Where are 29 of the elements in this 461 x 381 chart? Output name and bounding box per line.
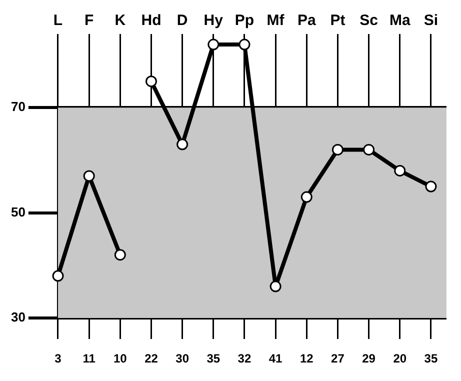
x-tick-label: F <box>84 12 94 30</box>
text: 32 <box>238 351 252 366</box>
text: 35 <box>424 351 438 366</box>
text: 20 <box>393 351 407 366</box>
text: 27 <box>331 351 345 366</box>
text: 10 <box>113 351 128 366</box>
x-tick-label: Pa <box>297 12 316 30</box>
x-tick-label: Ma <box>389 12 411 30</box>
y-tick-label: 30 <box>10 310 26 325</box>
x-tick-label: Pp <box>234 12 254 30</box>
x-tick-label: D <box>176 12 188 30</box>
text: 22 <box>144 351 158 366</box>
text: 29 <box>362 351 376 366</box>
text: 41 <box>268 351 283 366</box>
x-tick-label: L <box>53 12 63 30</box>
text: 11 <box>82 351 96 366</box>
x-tick-label: Mf <box>266 12 286 30</box>
x-tick-label: Pt <box>330 12 346 30</box>
text: 3 <box>54 351 62 366</box>
text: 35 <box>206 351 220 366</box>
y-tick-label: 50 <box>10 204 26 220</box>
x-tick-label: K <box>114 12 126 30</box>
y-tick-label: 70 <box>10 99 26 114</box>
x-tick-label: Sc <box>360 12 378 30</box>
x-tick-label: Si <box>424 12 438 30</box>
x-tick-label: Hy <box>204 12 224 30</box>
text: 30 <box>176 351 190 366</box>
x-tick-label: Hd <box>141 12 162 30</box>
text: 12 <box>300 351 314 366</box>
